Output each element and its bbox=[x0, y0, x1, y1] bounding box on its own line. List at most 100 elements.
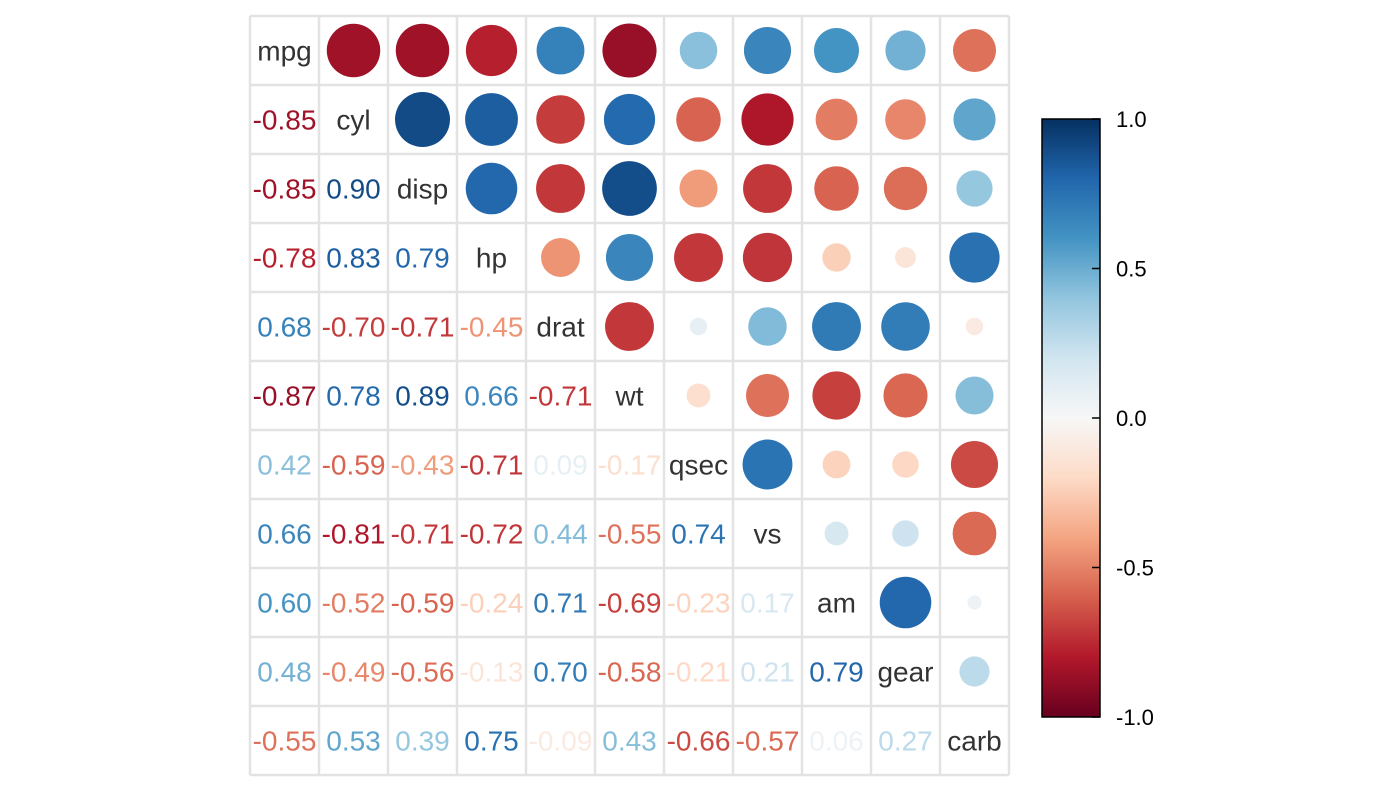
corr-value-qsec-disp: -0.43 bbox=[391, 450, 455, 481]
corr-circle-mpg-carb bbox=[952, 28, 997, 73]
corr-circle-mpg-hp bbox=[465, 24, 518, 77]
corr-circle-qsec-gear bbox=[892, 451, 919, 478]
corr-value-vs-wt: -0.55 bbox=[598, 519, 662, 550]
corr-circle-qsec-vs bbox=[742, 439, 793, 490]
corr-value-qsec-drat: 0.09 bbox=[533, 450, 588, 481]
variable-label-vs: vs bbox=[754, 519, 782, 550]
corr-value-vs-cyl: -0.81 bbox=[322, 519, 386, 550]
corr-value-disp-mpg: -0.85 bbox=[253, 174, 317, 205]
corr-circle-wt-qsec bbox=[686, 383, 711, 408]
corr-circle-am-gear bbox=[879, 576, 932, 629]
corr-circle-mpg-qsec bbox=[679, 31, 718, 70]
corr-value-wt-disp: 0.89 bbox=[395, 381, 450, 412]
corr-circle-drat-qsec bbox=[689, 317, 708, 336]
corr-circle-drat-gear bbox=[881, 302, 930, 351]
corr-value-gear-vs: 0.21 bbox=[740, 657, 795, 688]
corr-circle-hp-gear bbox=[895, 247, 916, 268]
color-bar-tick-label: 1.0 bbox=[1116, 107, 1147, 132]
corr-circle-drat-carb bbox=[965, 317, 984, 336]
corr-value-carb-disp: 0.39 bbox=[395, 726, 450, 757]
corr-circle-qsec-carb bbox=[950, 440, 999, 489]
variable-label-hp: hp bbox=[476, 243, 507, 274]
corr-value-gear-am: 0.79 bbox=[809, 657, 864, 688]
corr-value-carb-drat: -0.09 bbox=[529, 726, 593, 757]
corr-circle-disp-carb bbox=[956, 170, 993, 207]
corr-value-am-wt: -0.69 bbox=[598, 588, 662, 619]
variable-label-gear: gear bbox=[877, 657, 933, 688]
corr-value-vs-hp: -0.72 bbox=[460, 519, 524, 550]
corr-value-drat-disp: -0.71 bbox=[391, 312, 455, 343]
matrix-cells: mpg -0.85 cyl -0.85 0.90 disp -0.78 0.83 0.79 hp 0… bbox=[253, 23, 1002, 757]
corr-value-am-mpg: 0.60 bbox=[257, 588, 312, 619]
variable-label-qsec: qsec bbox=[669, 450, 728, 481]
corr-circle-hp-drat bbox=[541, 238, 580, 277]
corr-value-am-disp: -0.59 bbox=[391, 588, 455, 619]
corr-circle-disp-am bbox=[814, 166, 859, 211]
variable-label-drat: drat bbox=[536, 312, 584, 343]
corr-value-vs-mpg: 0.66 bbox=[257, 519, 312, 550]
corr-value-am-vs: 0.17 bbox=[740, 588, 795, 619]
corr-value-qsec-cyl: -0.59 bbox=[322, 450, 386, 481]
corr-value-qsec-hp: -0.71 bbox=[460, 450, 524, 481]
corr-circle-disp-vs bbox=[743, 164, 792, 213]
corr-circle-hp-am bbox=[822, 243, 851, 272]
color-bar bbox=[1041, 118, 1101, 718]
variable-label-wt: wt bbox=[615, 381, 644, 412]
corr-value-cyl-mpg: -0.85 bbox=[253, 105, 317, 136]
corr-circle-cyl-carb bbox=[953, 98, 996, 141]
corr-value-carb-am: 0.06 bbox=[809, 726, 864, 757]
corr-value-am-cyl: -0.52 bbox=[322, 588, 386, 619]
corr-circle-gear-carb bbox=[959, 656, 990, 687]
corr-circle-disp-qsec bbox=[679, 169, 718, 208]
corr-value-disp-cyl: 0.90 bbox=[326, 174, 381, 205]
corr-value-carb-mpg: -0.55 bbox=[253, 726, 317, 757]
corr-circle-mpg-wt bbox=[602, 23, 657, 78]
variable-label-cyl: cyl bbox=[336, 105, 370, 136]
corr-value-qsec-mpg: 0.42 bbox=[257, 450, 312, 481]
corr-value-am-drat: 0.71 bbox=[533, 588, 588, 619]
corr-value-am-qsec: -0.23 bbox=[667, 588, 731, 619]
corr-value-drat-mpg: 0.68 bbox=[257, 312, 312, 343]
corr-value-carb-hp: 0.75 bbox=[464, 726, 519, 757]
color-bar-tick-label: 0.5 bbox=[1116, 257, 1147, 282]
corr-circle-hp-wt bbox=[605, 233, 654, 282]
variable-label-am: am bbox=[817, 588, 856, 619]
corr-value-gear-wt: -0.58 bbox=[598, 657, 662, 688]
corr-circle-disp-drat bbox=[536, 164, 585, 213]
corr-circle-mpg-drat bbox=[536, 26, 585, 75]
corr-value-carb-wt: 0.43 bbox=[602, 726, 657, 757]
corr-circle-wt-am bbox=[812, 371, 861, 420]
corr-value-wt-hp: 0.66 bbox=[464, 381, 519, 412]
corr-circle-vs-carb bbox=[952, 511, 997, 556]
corr-circle-cyl-wt bbox=[603, 93, 656, 146]
corr-circle-cyl-drat bbox=[536, 95, 585, 144]
corr-value-wt-cyl: 0.78 bbox=[326, 381, 381, 412]
corr-circle-hp-carb bbox=[949, 232, 1000, 283]
corr-value-gear-disp: -0.56 bbox=[391, 657, 455, 688]
corr-value-hp-cyl: 0.83 bbox=[326, 243, 381, 274]
corr-value-wt-drat: -0.71 bbox=[529, 381, 593, 412]
corr-circle-cyl-am bbox=[815, 98, 858, 141]
corr-value-gear-hp: -0.13 bbox=[460, 657, 524, 688]
corr-value-hp-disp: 0.79 bbox=[395, 243, 450, 274]
corr-value-wt-mpg: -0.87 bbox=[253, 381, 317, 412]
corr-value-qsec-wt: -0.17 bbox=[598, 450, 662, 481]
corr-value-drat-hp: -0.45 bbox=[460, 312, 524, 343]
corr-circle-wt-vs bbox=[745, 373, 790, 418]
corr-circle-hp-vs bbox=[742, 232, 793, 283]
variable-label-carb: carb bbox=[947, 726, 1001, 757]
corr-value-gear-qsec: -0.21 bbox=[667, 657, 731, 688]
corr-circle-drat-am bbox=[812, 302, 861, 351]
corr-value-carb-vs: -0.57 bbox=[736, 726, 800, 757]
variable-label-mpg: mpg bbox=[257, 36, 311, 67]
color-bar-tick-label: 0.0 bbox=[1116, 406, 1147, 431]
corr-circle-cyl-vs bbox=[741, 93, 794, 146]
corr-circle-vs-am bbox=[824, 521, 849, 546]
corr-value-vs-drat: 0.44 bbox=[533, 519, 588, 550]
corr-value-vs-qsec: 0.74 bbox=[671, 519, 726, 550]
corr-value-carb-cyl: 0.53 bbox=[326, 726, 381, 757]
corr-value-gear-cyl: -0.49 bbox=[322, 657, 386, 688]
corr-value-carb-gear: 0.27 bbox=[878, 726, 933, 757]
corr-circle-am-carb bbox=[967, 595, 982, 610]
